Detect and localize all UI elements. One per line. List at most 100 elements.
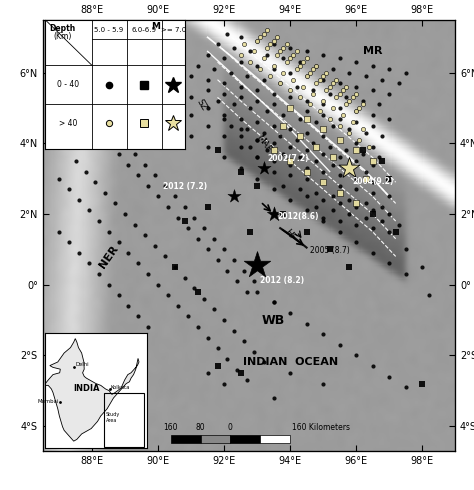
Point	[329, 122, 337, 129]
Point	[346, 164, 353, 172]
Point	[214, 256, 221, 264]
Point	[296, 115, 304, 122]
Point	[85, 207, 92, 215]
Point	[72, 86, 80, 94]
Point	[286, 143, 294, 151]
Point	[230, 193, 238, 200]
Point	[237, 51, 245, 59]
Point	[336, 341, 343, 349]
Point	[280, 111, 287, 119]
Point	[111, 199, 119, 207]
Point	[369, 224, 376, 232]
Point	[352, 351, 360, 359]
Point	[303, 115, 310, 122]
Point	[336, 90, 343, 98]
Point	[174, 302, 182, 310]
Point	[349, 118, 356, 126]
Point	[253, 86, 261, 94]
Point	[286, 94, 294, 101]
Point	[346, 263, 353, 271]
Point	[214, 40, 221, 48]
Point	[270, 37, 277, 45]
Point	[276, 79, 284, 87]
Point	[164, 292, 172, 299]
Point	[230, 44, 238, 52]
Point	[237, 33, 245, 41]
Point	[310, 139, 317, 147]
Point	[379, 217, 386, 225]
Point	[237, 83, 245, 91]
Point	[385, 210, 393, 218]
Point	[171, 263, 178, 271]
Point	[359, 97, 366, 105]
Point	[204, 76, 211, 84]
Point	[293, 65, 301, 73]
Point	[342, 94, 350, 101]
Point	[303, 193, 310, 200]
Point	[392, 228, 400, 236]
Point	[260, 129, 267, 137]
Point	[240, 337, 248, 345]
Point	[296, 185, 304, 193]
Point	[385, 175, 393, 183]
Point	[352, 139, 360, 147]
Point	[286, 44, 294, 52]
Point	[270, 168, 277, 175]
Point	[161, 252, 169, 260]
Point	[276, 132, 284, 140]
Point	[220, 132, 228, 140]
Point	[369, 161, 376, 169]
Point	[263, 51, 271, 59]
Point	[319, 111, 327, 119]
Point	[425, 292, 432, 299]
Point	[201, 224, 208, 232]
Point	[280, 44, 287, 52]
Point	[369, 111, 376, 119]
Point	[379, 157, 386, 165]
Point	[362, 129, 370, 137]
Point	[270, 100, 277, 108]
Point	[155, 281, 162, 289]
Point	[246, 48, 254, 55]
Point	[115, 150, 122, 158]
Point	[244, 125, 251, 133]
Point	[75, 196, 83, 204]
Text: Study
Area: Study Area	[106, 413, 120, 423]
Point	[336, 79, 343, 87]
Point	[336, 182, 343, 190]
Text: Mumbai: Mumbai	[37, 399, 58, 404]
Point	[342, 100, 350, 108]
Point	[329, 193, 337, 200]
Point	[88, 69, 96, 76]
Point	[55, 86, 63, 94]
Point	[286, 69, 294, 76]
Point	[121, 51, 129, 59]
Point	[332, 94, 340, 101]
Point	[187, 72, 195, 80]
Point	[82, 168, 89, 175]
Point	[362, 175, 370, 183]
Text: Delhi: Delhi	[75, 362, 89, 367]
Point	[352, 118, 360, 126]
Point	[356, 136, 363, 144]
Point	[75, 108, 83, 116]
Point	[121, 90, 129, 98]
Bar	[201, 435, 230, 443]
Text: 80: 80	[196, 423, 205, 432]
Point	[352, 175, 360, 183]
Point	[161, 182, 169, 190]
Point	[95, 217, 102, 225]
Point	[319, 217, 327, 225]
Point	[280, 54, 287, 62]
Point	[155, 111, 162, 119]
Point	[95, 129, 102, 137]
Point	[204, 334, 211, 342]
Point	[303, 147, 310, 154]
Point	[362, 199, 370, 207]
Point	[263, 26, 271, 34]
Point	[346, 164, 353, 172]
Point	[369, 189, 376, 196]
Point	[290, 76, 297, 84]
Point	[362, 72, 370, 80]
Point	[290, 51, 297, 59]
